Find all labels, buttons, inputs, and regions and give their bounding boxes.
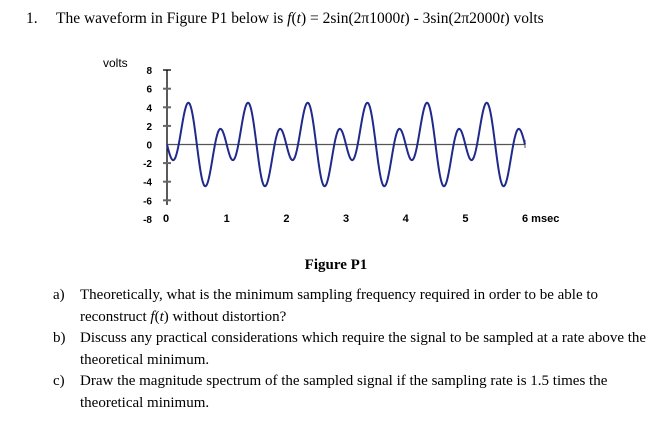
question-parts: a) Theoretically, what is the minimum sa… — [53, 285, 653, 414]
x-tick-label: 0 — [163, 213, 169, 225]
x-tick-label: 5 — [462, 213, 468, 225]
y-tick-label: 4 — [146, 103, 152, 114]
y-tick-labels: 8 6 4 2 0 -2 -4 -6 -8 — [143, 66, 152, 226]
part-b-letter: b) — [53, 330, 66, 346]
y-axis-label: volts — [103, 56, 128, 70]
y-tick-marks — [163, 87, 171, 202]
x-tick-labels: 0 1 2 3 4 5 6 msec — [163, 213, 559, 225]
y-tick-label: -2 — [143, 159, 152, 170]
part-c-letter: c) — [53, 373, 65, 389]
part-a-func: f — [150, 308, 155, 325]
x-tick-label: 1 — [224, 213, 230, 225]
figure-caption: Figure P1 — [304, 257, 368, 273]
part-c-text: Draw the magnitude spectrum of the sampl… — [80, 373, 608, 411]
y-tick-label: 8 — [146, 66, 152, 77]
part-a: a) Theoretically, what is the minimum sa… — [53, 285, 653, 328]
y-tick-label: -8 — [143, 215, 152, 226]
y-tick-label: 0 — [146, 141, 152, 152]
question-statement: 1. The waveform in Figure P1 below is f(t… — [26, 10, 544, 27]
part-a-text: Theoretically, what is the minimum sampl… — [80, 287, 599, 325]
y-tick-label: 2 — [146, 122, 152, 133]
y-tick-label: -4 — [143, 178, 152, 189]
function-variable: t — [296, 10, 301, 27]
part-a-text-2: without distortion? — [168, 308, 287, 325]
equation-part-2: ) - 3sin(2π2000 — [404, 10, 501, 27]
x-tick-label: 2 — [283, 213, 289, 225]
waveform-line — [166, 101, 526, 188]
equation-part-3: ) volts — [504, 10, 544, 27]
part-b-text: Discuss any practical considerations whi… — [80, 330, 647, 368]
part-a-letter: a) — [53, 287, 65, 303]
equation-variable-2: t — [500, 10, 505, 27]
question-number: 1. — [26, 10, 38, 27]
part-a-text-1: Theoretically, what is the minimum sampl… — [80, 287, 599, 325]
y-tick-label: 6 — [146, 85, 152, 96]
part-c: c) Draw the magnitude spectrum of the sa… — [53, 371, 653, 414]
equation-part-1: = 2sin(2π1000 — [306, 10, 401, 27]
part-b: b) Discuss any practical considerations … — [53, 328, 653, 371]
equation-variable-1: t — [400, 10, 405, 27]
y-tick-label: -6 — [143, 196, 152, 207]
x-tick-label: 6 msec — [522, 213, 559, 225]
part-a-var: t — [159, 308, 164, 325]
waveform-chart: volts 8 6 4 2 0 -2 -4 -6 -8 0 1 2 3 4 5 6 msec — [103, 56, 559, 226]
question-intro: The waveform in Figure P1 below is — [56, 10, 288, 27]
function-name: f — [287, 10, 292, 27]
x-tick-label: 3 — [343, 213, 349, 225]
x-tick-label: 4 — [403, 213, 410, 225]
